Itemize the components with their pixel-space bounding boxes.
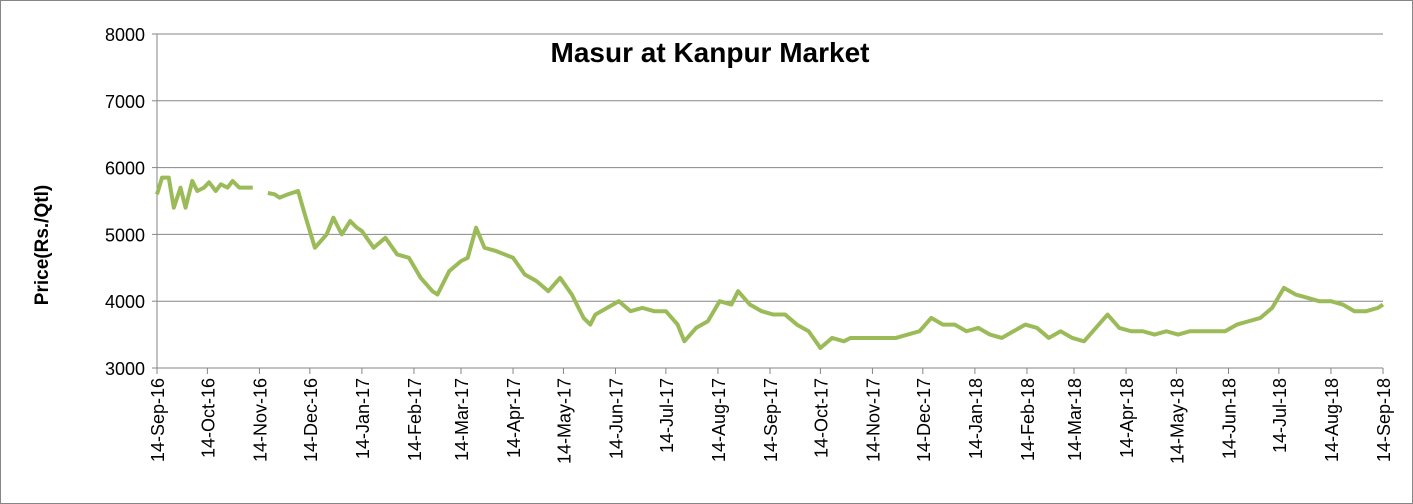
price-line: [155, 175, 253, 210]
y-tick-label: 6000: [105, 159, 145, 179]
y-tick-label: 3000: [105, 359, 145, 379]
x-tick-label: 14-Sep-18: [1374, 378, 1394, 462]
x-tick-label: 14-Jul-17: [657, 378, 677, 453]
x-tick-label: 14-Mar-18: [1065, 378, 1085, 461]
x-tick-label: 14-Jan-17: [353, 378, 373, 459]
x-tick-label: 14-Jul-18: [1270, 378, 1290, 453]
y-tick-label: 7000: [105, 92, 145, 112]
y-tick-label: 8000: [105, 25, 145, 45]
y-tick-label: 5000: [105, 225, 145, 245]
x-tick-label: 14-Oct-17: [811, 378, 831, 458]
x-tick-label: 14-Oct-16: [198, 378, 218, 458]
x-tick-label: 14-Mar-17: [452, 378, 472, 461]
x-tick-label: 14-Sep-16: [148, 378, 168, 462]
x-tick-label: 14-May-18: [1167, 378, 1187, 464]
x-tick-label: 14-Dec-16: [301, 378, 321, 462]
x-tick-label: 14-Feb-17: [405, 378, 425, 461]
x-tick-label: 14-Jun-17: [606, 378, 626, 459]
x-tick-label: 14-Aug-18: [1322, 378, 1342, 462]
x-tick-label: 14-Aug-17: [709, 378, 729, 462]
x-tick-label: 14-Nov-17: [863, 378, 883, 462]
x-tick-label: 14-Jun-18: [1219, 378, 1239, 459]
x-tick-label: 14-Sep-17: [761, 378, 781, 462]
x-tick-label: 14-Dec-17: [914, 378, 934, 462]
y-tick-label: 4000: [105, 292, 145, 312]
price-line: [267, 188, 1385, 350]
chart-title: Masur at Kanpur Market: [551, 37, 870, 68]
x-tick-label: 14-Nov-16: [250, 378, 270, 462]
x-tick-label: 14-Feb-18: [1018, 378, 1038, 461]
x-tick-label: 14-Jan-18: [966, 378, 986, 459]
y-axis-label: Price(Rs./Qtl): [32, 185, 53, 305]
x-tick-label: 14-Apr-17: [504, 378, 524, 458]
x-tick-label: 14-May-17: [554, 378, 574, 464]
x-tick-label: 14-Apr-18: [1117, 378, 1137, 458]
